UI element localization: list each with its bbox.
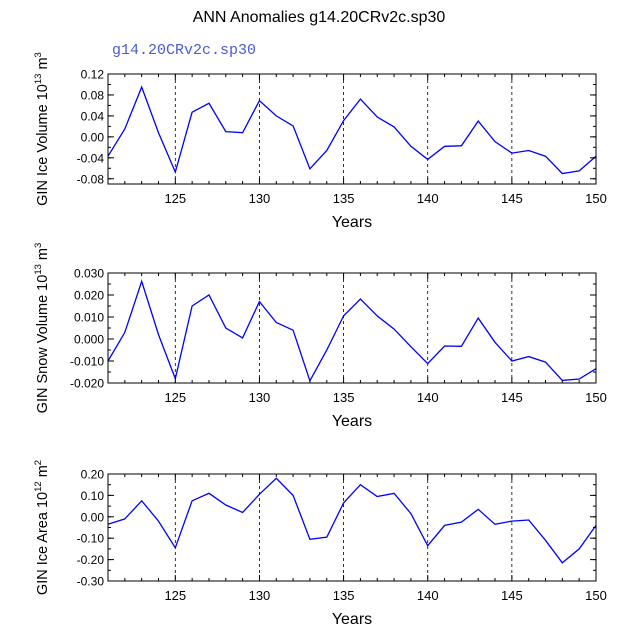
y-tick-label: 0.10	[81, 489, 105, 503]
y-axis-label-unit-exp: 2	[33, 460, 44, 465]
y-tick-label: 0.04	[81, 109, 105, 123]
y-axis-label-unit: m	[35, 248, 51, 264]
x-tick-label: 135	[333, 390, 355, 405]
y-tick-label: -0.020	[70, 377, 104, 391]
panel-2: 125 130 135 140 145 150 0.030 0.020 0.010 0.000 -0…	[33, 243, 607, 430]
y-axis-label-exp: 13	[33, 264, 44, 275]
y-tick-label: -0.04	[77, 151, 105, 165]
y-tick-label: 0.08	[81, 88, 105, 102]
y-tick-label: -0.010	[70, 355, 104, 369]
series-line	[107, 477, 597, 564]
panel-3: 125 130 135 140 145 150 0.20 0.10 0.00 -0.10 -0.20…	[33, 460, 607, 628]
x-axis-label: Years	[332, 413, 372, 430]
y-tick-label: 0.00	[81, 130, 105, 144]
x-tick-label: 125	[164, 191, 186, 206]
plot-frame	[107, 73, 597, 185]
y-tick-label: -0.20	[77, 553, 105, 567]
plot-frame	[107, 272, 597, 384]
x-tick-label: 150	[585, 191, 607, 206]
y-axis-label-unit: m	[35, 465, 51, 481]
panel-1: 125 130 135 140 145 150 0.12 0.08 0.04 0.00 -0.04 -…	[33, 52, 607, 231]
series-line	[107, 279, 597, 383]
x-tick-label: 145	[501, 390, 523, 405]
case-label: g14.20CRv2c.sp30	[112, 42, 256, 59]
y-tick-label: 0.00	[81, 510, 105, 524]
x-tick-label: 140	[417, 390, 439, 405]
x-tick-label: 150	[585, 390, 607, 405]
x-tick-label: 125	[164, 588, 186, 603]
y-axis-label-exp: 12	[33, 481, 44, 492]
y-axis-label: GIN Ice Area 1012 m2	[33, 460, 51, 595]
series-line	[107, 85, 597, 175]
y-tick-label: 0.20	[81, 468, 105, 482]
y-axis-label: GIN Ice Volume 1013 m3	[33, 52, 51, 206]
y-axis-label-unit-exp: 3	[33, 52, 44, 57]
y-tick-label: 0.020	[74, 289, 104, 303]
y-axis-label-prefix: GIN Snow Volume 10	[35, 275, 51, 414]
y-axis-label-unit-exp: 3	[33, 243, 44, 248]
y-axis-label-exp: 13	[33, 74, 44, 85]
chart-title: ANN Anomalies g14.20CRv2c.sp30	[193, 9, 446, 26]
y-tick-label: 0.12	[81, 68, 105, 82]
y-axis-label-unit: m	[35, 57, 51, 73]
plot-frame	[107, 473, 597, 582]
y-axis-label-prefix: GIN Ice Area 10	[35, 492, 51, 595]
x-tick-label: 135	[333, 588, 355, 603]
x-tick-label: 135	[333, 191, 355, 206]
y-axis-label-prefix: GIN Ice Volume 10	[35, 84, 51, 206]
y-tick-label: 0.030	[74, 267, 104, 281]
x-tick-label: 125	[164, 390, 186, 405]
y-tick-label: 0.010	[74, 311, 104, 325]
chart-panels: 125 130 135 140 145 150 0.12 0.08 0.04 0.00 -0.04 -…	[33, 52, 607, 628]
x-tick-label: 130	[249, 588, 271, 603]
x-axis-label: Years	[332, 214, 372, 231]
y-tick-label: -0.08	[77, 172, 105, 186]
y-axis-label: GIN Snow Volume 1013 m3	[33, 243, 51, 414]
x-tick-label: 130	[249, 390, 271, 405]
y-tick-label: -0.10	[77, 532, 105, 546]
x-tick-label: 140	[417, 588, 439, 603]
x-tick-label: 130	[249, 191, 271, 206]
x-tick-label: 145	[501, 191, 523, 206]
x-tick-label: 150	[585, 588, 607, 603]
y-tick-label: -0.30	[77, 575, 105, 589]
x-axis-label: Years	[332, 611, 372, 628]
x-tick-label: 145	[501, 588, 523, 603]
x-tick-label: 140	[417, 191, 439, 206]
y-tick-label: 0.000	[74, 333, 104, 347]
